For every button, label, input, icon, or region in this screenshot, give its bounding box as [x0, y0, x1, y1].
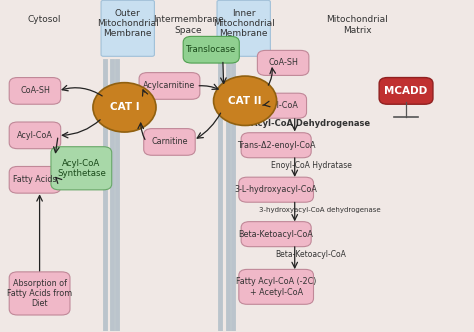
FancyBboxPatch shape [9, 166, 61, 193]
FancyBboxPatch shape [101, 0, 155, 56]
FancyBboxPatch shape [9, 272, 70, 315]
Ellipse shape [93, 83, 156, 132]
FancyBboxPatch shape [183, 37, 239, 63]
FancyBboxPatch shape [239, 177, 313, 202]
Text: CoA-SH: CoA-SH [268, 58, 298, 67]
Text: Cytosol: Cytosol [27, 15, 61, 24]
FancyBboxPatch shape [9, 122, 61, 149]
FancyBboxPatch shape [217, 0, 270, 56]
Text: CAT II: CAT II [228, 96, 262, 106]
Text: Trans-Δ2-enoyl-CoA: Trans-Δ2-enoyl-CoA [237, 141, 315, 150]
Text: Translocase: Translocase [186, 45, 237, 54]
Text: CAT I: CAT I [109, 102, 139, 112]
Text: Acylcarnitine: Acylcarnitine [143, 81, 196, 90]
Text: Beta-Ketoacyl-CoA: Beta-Ketoacyl-CoA [239, 230, 314, 239]
Text: Mitochondrial
Matrix: Mitochondrial Matrix [327, 15, 388, 35]
FancyBboxPatch shape [9, 78, 61, 104]
Text: MCADD: MCADD [384, 86, 428, 96]
Text: 3-hydroxyacyl-CoA dehydrogenase: 3-hydroxyacyl-CoA dehydrogenase [259, 207, 381, 213]
Text: Acyl-CoA Dehydrogenase: Acyl-CoA Dehydrogenase [251, 119, 371, 128]
Text: Acyl-CoA: Acyl-CoA [263, 101, 299, 110]
Text: Acyl-CoA: Acyl-CoA [17, 131, 53, 140]
Text: Fatty Acyl-CoA (-2C)
+ Acetyl-CoA: Fatty Acyl-CoA (-2C) + Acetyl-CoA [236, 277, 316, 296]
FancyBboxPatch shape [51, 147, 112, 190]
FancyBboxPatch shape [239, 269, 313, 304]
Text: 3-L-hydroxyacyl-CoA: 3-L-hydroxyacyl-CoA [235, 185, 318, 194]
Text: Fatty Acids: Fatty Acids [13, 175, 57, 184]
FancyBboxPatch shape [255, 93, 307, 118]
FancyBboxPatch shape [379, 78, 433, 104]
Ellipse shape [214, 76, 277, 125]
FancyBboxPatch shape [144, 128, 195, 155]
FancyBboxPatch shape [241, 133, 311, 158]
FancyBboxPatch shape [139, 73, 200, 99]
Text: Intermembrane
Space: Intermembrane Space [153, 15, 223, 35]
Text: Inner
Mitochondrial
Membrane: Inner Mitochondrial Membrane [213, 9, 274, 39]
Text: CoA-SH: CoA-SH [20, 86, 50, 95]
Text: Enoyl-CoA Hydratase: Enoyl-CoA Hydratase [271, 161, 351, 170]
FancyBboxPatch shape [241, 222, 311, 247]
Text: Outer
Mitochondrial
Membrane: Outer Mitochondrial Membrane [97, 9, 159, 39]
Text: Acyl-CoA
Synthetase: Acyl-CoA Synthetase [57, 159, 106, 178]
FancyBboxPatch shape [257, 50, 309, 75]
Text: Beta-Ketoacyl-CoA: Beta-Ketoacyl-CoA [275, 250, 346, 259]
Text: Absorption of
Fatty Acids from
Diet: Absorption of Fatty Acids from Diet [7, 279, 72, 308]
Text: Carnitine: Carnitine [151, 137, 188, 146]
